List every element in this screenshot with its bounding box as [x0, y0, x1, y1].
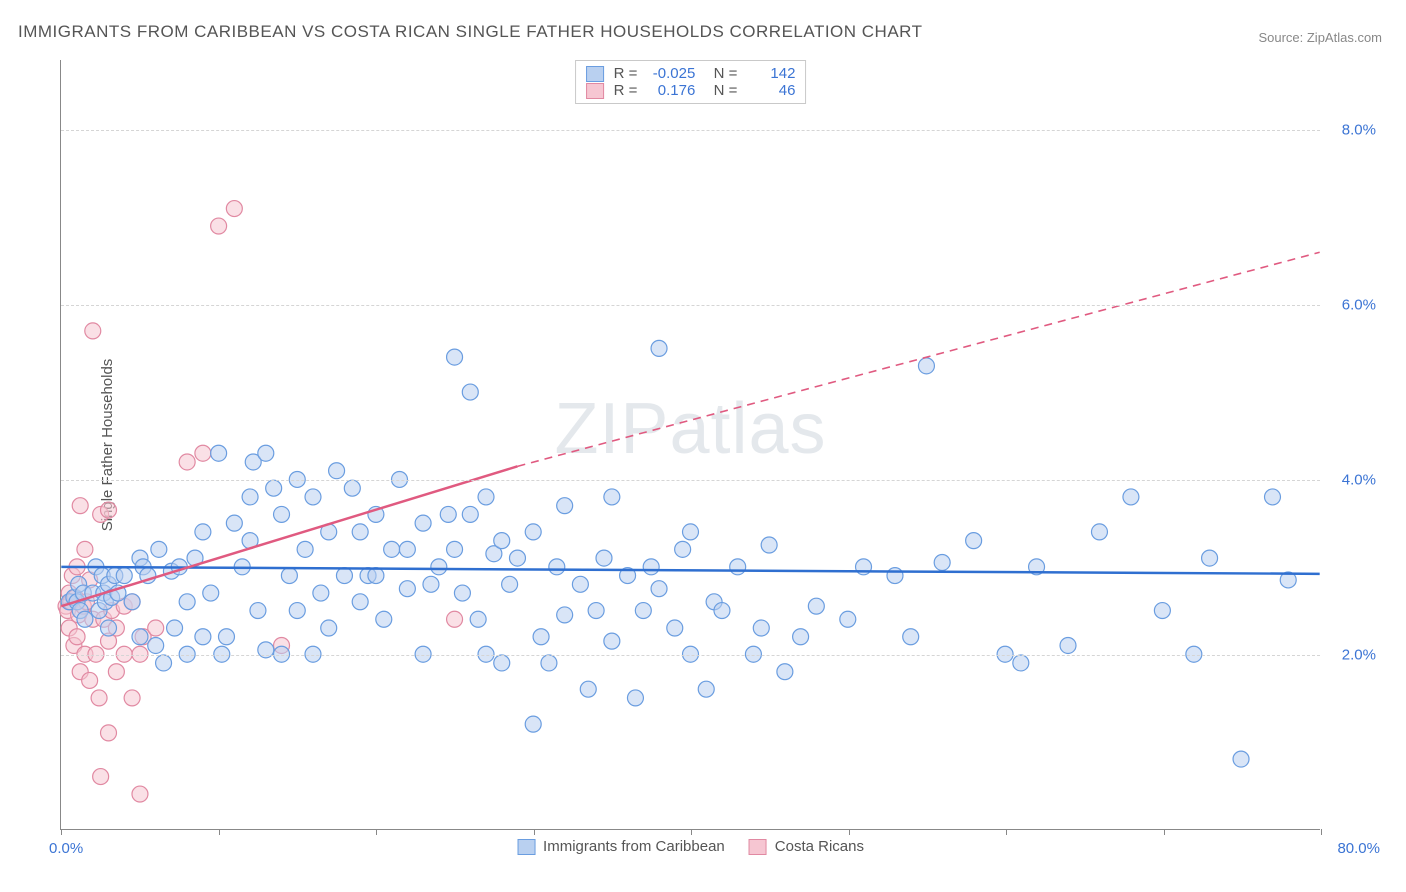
x-tick-label-80: 80.0% — [1337, 840, 1380, 857]
x-tick — [219, 829, 220, 835]
x-tick — [61, 829, 62, 835]
series-legend: Immigrants from Caribbean Costa Ricans — [517, 838, 864, 855]
x-tick-label-0: 0.0% — [49, 840, 83, 857]
chart-title: IMMIGRANTS FROM CARIBBEAN VS COSTA RICAN… — [18, 22, 923, 42]
x-tick — [1321, 829, 1322, 835]
y-tick-label: 2.0% — [1342, 647, 1376, 664]
y-tick-label: 6.0% — [1342, 297, 1376, 314]
x-tick — [1006, 829, 1007, 835]
legend-label-costarican: Costa Ricans — [775, 838, 864, 855]
x-tick — [376, 829, 377, 835]
x-tick — [1164, 829, 1165, 835]
x-tick — [691, 829, 692, 835]
gridline — [61, 655, 1320, 656]
swatch-blue-icon — [517, 839, 535, 855]
x-tick — [849, 829, 850, 835]
source-label: Source: ZipAtlas.com — [1258, 30, 1382, 45]
chart-svg — [61, 60, 1320, 829]
gridline — [61, 130, 1320, 131]
gridline — [61, 480, 1320, 481]
y-tick-label: 4.0% — [1342, 472, 1376, 489]
legend-item-costarican: Costa Ricans — [749, 838, 864, 855]
gridline — [61, 305, 1320, 306]
legend-label-caribbean: Immigrants from Caribbean — [543, 838, 725, 855]
y-tick-label: 8.0% — [1342, 122, 1376, 139]
x-tick — [534, 829, 535, 835]
plot-area: Single Father Households ZIPatlas R = -0… — [60, 60, 1320, 830]
swatch-pink-icon — [749, 839, 767, 855]
legend-item-caribbean: Immigrants from Caribbean — [517, 838, 725, 855]
